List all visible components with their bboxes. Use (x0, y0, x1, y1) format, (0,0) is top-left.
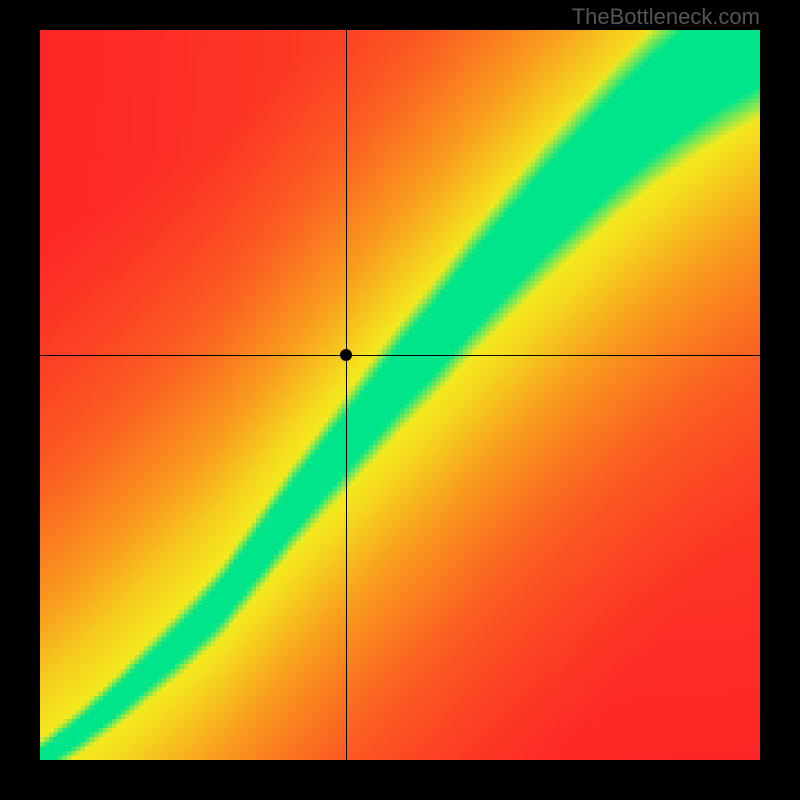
watermark-text: TheBottleneck.com (572, 4, 760, 30)
chart-container: TheBottleneck.com (0, 0, 800, 800)
crosshair-vertical (346, 30, 347, 760)
heatmap-canvas (40, 30, 760, 760)
crosshair-horizontal (40, 355, 760, 356)
point-marker (340, 349, 352, 361)
